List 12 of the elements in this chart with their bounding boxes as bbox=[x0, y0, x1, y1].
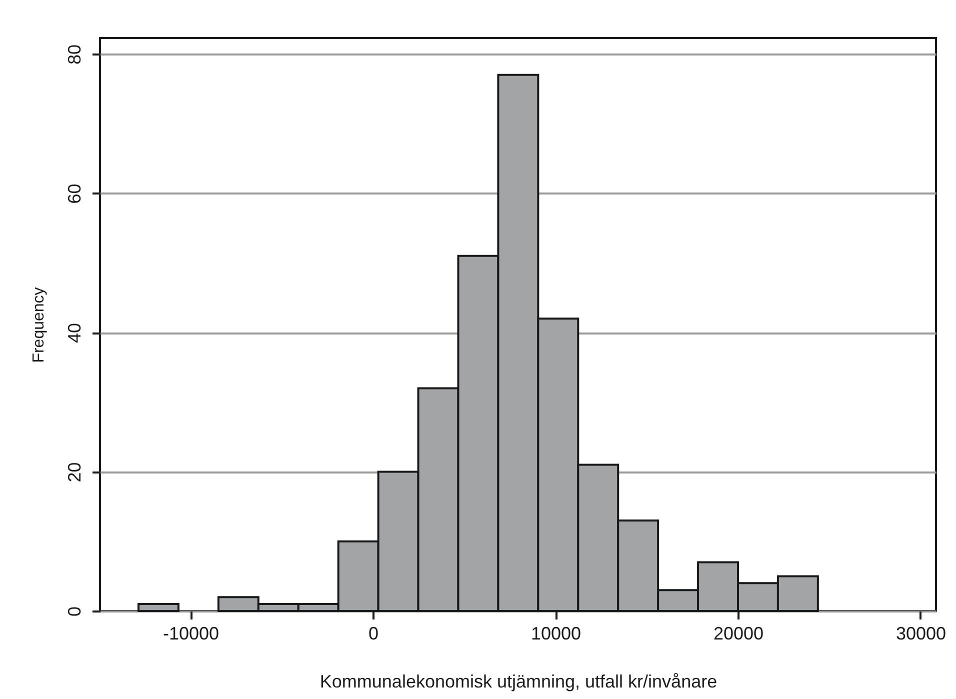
y-tick-label: 0 bbox=[64, 606, 84, 617]
y-axis-title: Frequency bbox=[30, 287, 48, 363]
x-tick-label: 30000 bbox=[896, 624, 946, 644]
y-tick-label: 80 bbox=[64, 44, 84, 65]
x-tick-label: -10000 bbox=[162, 624, 220, 644]
x-tick-label: 0 bbox=[368, 624, 379, 644]
y-tick-label: 20 bbox=[64, 462, 84, 482]
x-tick-label: 20000 bbox=[713, 624, 764, 644]
y-tick-label: 60 bbox=[64, 184, 84, 204]
x-axis-title: Kommunalekonomisk utjämning, utfall kr/invånare bbox=[320, 672, 718, 692]
x-tick-label: 10000 bbox=[530, 624, 582, 644]
y-tick-label: 40 bbox=[64, 322, 84, 344]
